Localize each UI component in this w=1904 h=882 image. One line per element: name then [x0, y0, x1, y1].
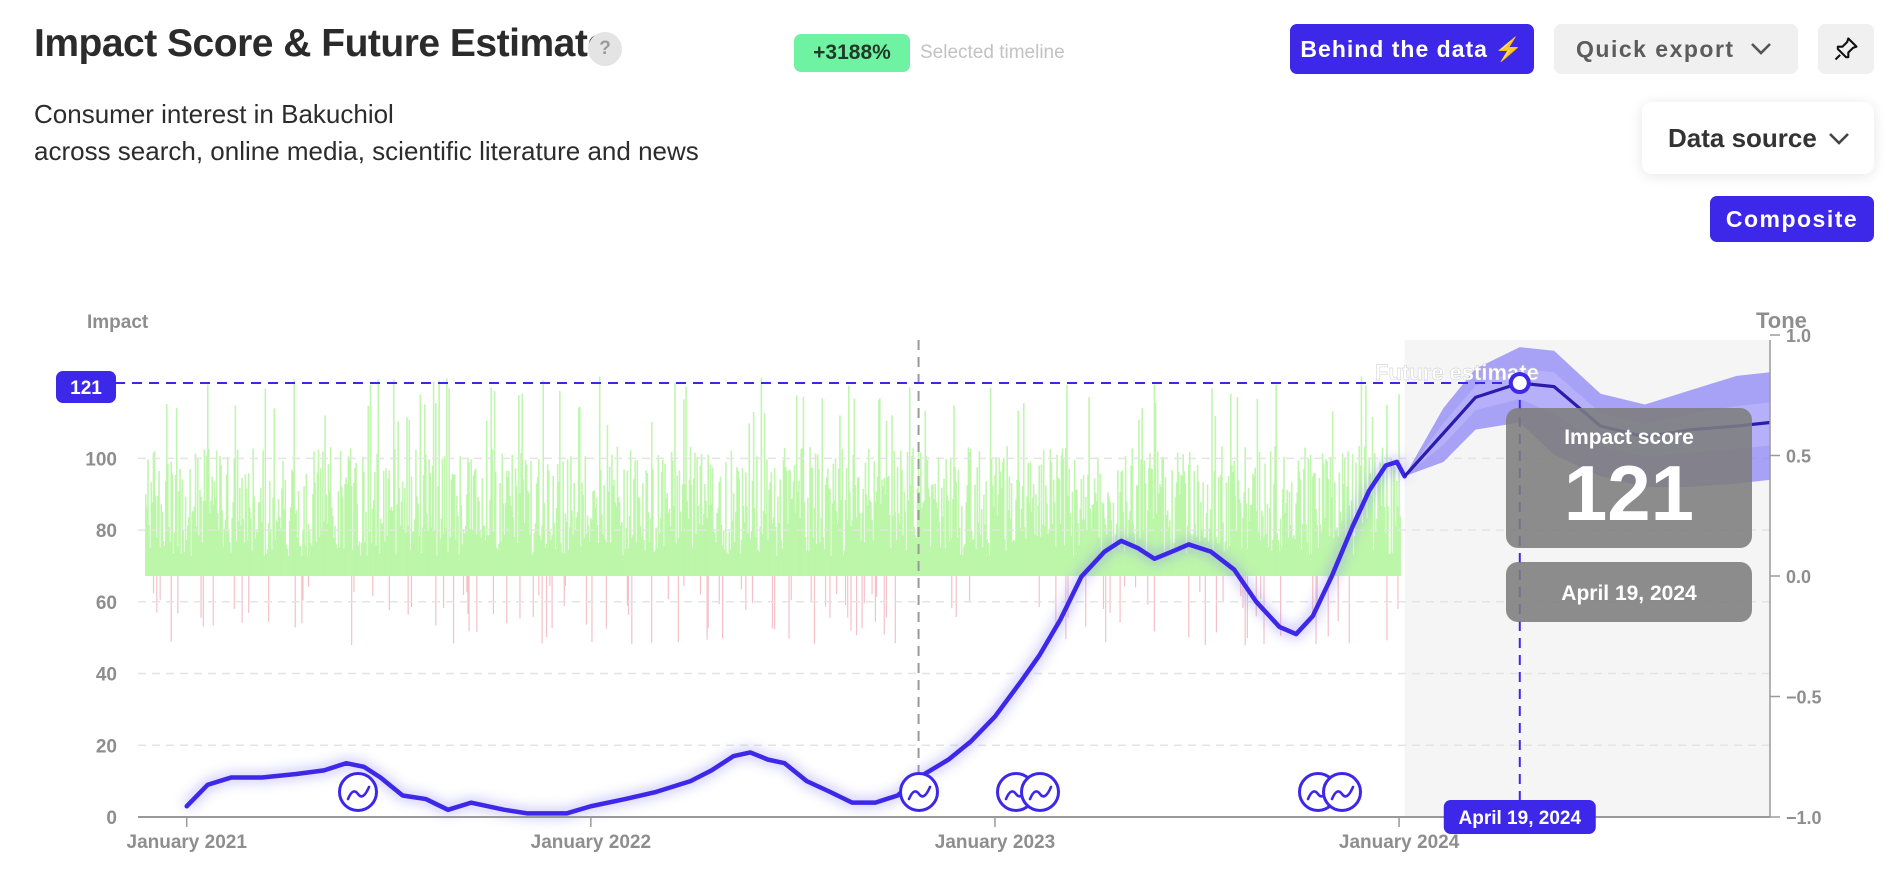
trend-annotation-icon[interactable]: [1020, 772, 1060, 812]
hover-date-badge: [1443, 800, 1596, 834]
axes: Impact Tone 0 20 40 60 80 100 1.0 0.5 0.0 −0.5 −1.0 J…: [85, 308, 1821, 853]
subtitle-line-1: Consumer interest in Bakuchiol: [34, 99, 394, 129]
left-tick-label: 60: [96, 593, 117, 614]
subtitle-line-2: across search, online media, scientific …: [34, 136, 699, 166]
gridlines: [138, 457, 1770, 747]
right-tick-label: 1.0: [1786, 326, 1811, 346]
change-note: Selected timeline: [920, 42, 1065, 63]
page-title: Impact Score & Future Estimate: [34, 22, 609, 65]
hover-crosshair: Future estimate 121 April 19, 2024 Impact s…: [56, 340, 1752, 834]
help-icon[interactable]: ?: [588, 32, 622, 66]
x-tick-label: January 2022: [531, 832, 651, 853]
tooltip-date-card: [1506, 562, 1752, 622]
tone-bars: [144, 376, 1401, 646]
x-tick-label: January 2024: [1339, 832, 1460, 853]
x-tick-label: January 2021: [127, 832, 248, 853]
x-tick-label: January 2023: [935, 832, 1055, 853]
chevron-down-icon: [1828, 102, 1850, 201]
change-badge: +3188%: [794, 34, 910, 72]
quick-export-button[interactable]: Quick export: [1554, 24, 1798, 74]
future-estimate-label: Future estimate: [1375, 360, 1539, 385]
impact-line-path: [184, 459, 1407, 816]
hover-point: [1508, 372, 1531, 395]
left-axis-title: Impact: [87, 312, 149, 333]
pin-icon: [1832, 37, 1860, 61]
left-tick-label: 80: [96, 521, 117, 542]
right-tick-label: 0.0: [1786, 567, 1811, 587]
left-tick-label: 40: [96, 665, 117, 686]
left-tick-label: 100: [85, 449, 117, 470]
pin-button[interactable]: [1818, 24, 1874, 74]
quick-export-label: Quick export: [1576, 36, 1735, 62]
hover-value-badge: [56, 371, 116, 403]
trend-annotation-icon[interactable]: [1322, 772, 1363, 812]
chevron-down-icon: [1750, 24, 1772, 91]
behind-the-data-label: Behind the data: [1300, 36, 1488, 62]
right-tick-label: −0.5: [1786, 688, 1822, 708]
hover-date-label: April 19, 2024: [1459, 808, 1582, 829]
right-axis-title: Tone: [1756, 308, 1807, 333]
behind-the-data-button[interactable]: Behind the data ⚡: [1290, 24, 1534, 74]
tooltip-title: Impact score: [1564, 426, 1694, 449]
data-source-dropdown[interactable]: Data source: [1642, 102, 1874, 174]
tooltip-value: 121: [1564, 449, 1694, 537]
subtitle: Consumer interest in Bakuchiol across se…: [34, 96, 699, 170]
trend-annotation-icon[interactable]: [338, 772, 379, 812]
hover-value-label: 121: [70, 378, 102, 399]
left-tick-label: 0: [106, 808, 117, 829]
right-tick-label: 0.5: [1786, 447, 1811, 467]
tooltip-card: [1506, 408, 1752, 548]
trend-annotation-icon[interactable]: [898, 772, 939, 812]
data-source-label: Data source: [1668, 123, 1817, 153]
right-tick-label: −1.0: [1786, 808, 1822, 828]
composite-button[interactable]: Composite: [1710, 196, 1874, 242]
lightning-icon: ⚡: [1493, 36, 1524, 62]
left-tick-label: 20: [96, 736, 117, 757]
tooltip-date: April 19, 2024: [1561, 582, 1697, 605]
